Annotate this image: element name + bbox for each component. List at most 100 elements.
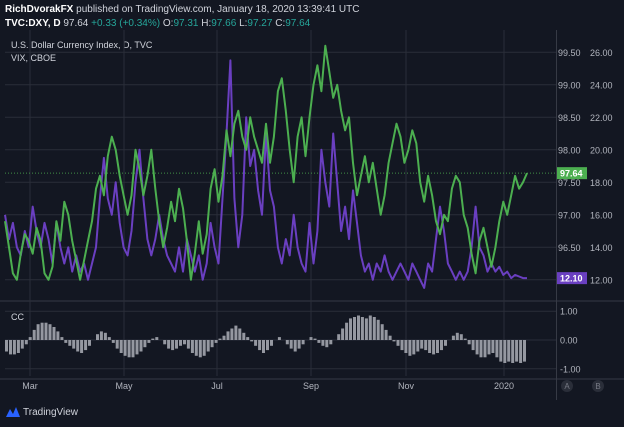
cc-bar bbox=[360, 317, 364, 340]
cc-bar bbox=[230, 328, 234, 340]
cc-bar bbox=[84, 340, 88, 351]
vix-series-line[interactable] bbox=[4, 59, 527, 289]
publish-text: published on TradingView.com, January 18… bbox=[76, 4, 360, 15]
cc-bar bbox=[135, 340, 139, 355]
cc-bar bbox=[151, 338, 155, 340]
footer-bar bbox=[0, 400, 624, 427]
time-axis-label: May bbox=[115, 381, 133, 391]
cc-bar bbox=[376, 319, 380, 340]
dxy-axis-tick-label: 97.50 bbox=[558, 178, 581, 188]
close-value: 97.64 bbox=[285, 18, 311, 29]
cc-bar bbox=[459, 334, 463, 340]
vix-series-label[interactable]: VIX, CBOE bbox=[11, 53, 57, 63]
cc-bar bbox=[436, 340, 439, 353]
last-value-tags: 97.64 12.10 bbox=[557, 167, 587, 285]
cc-bar bbox=[313, 338, 317, 340]
cc-bar bbox=[368, 315, 372, 340]
cc-bar bbox=[44, 322, 48, 340]
tradingview-brand[interactable]: TradingView bbox=[23, 407, 79, 418]
cc-bar bbox=[254, 340, 258, 346]
dxy-axis-tick-label: 99.50 bbox=[558, 48, 581, 58]
low-label: L: bbox=[239, 18, 248, 29]
cc-bar bbox=[143, 340, 147, 348]
dxy-axis-tick-label: 99.00 bbox=[558, 80, 581, 90]
cc-bar bbox=[317, 340, 321, 343]
cc-bar bbox=[139, 340, 143, 352]
scale-button-a[interactable] bbox=[561, 380, 573, 392]
cc-bar bbox=[345, 322, 349, 340]
cc-bar bbox=[523, 340, 526, 362]
scale-button-b[interactable] bbox=[592, 380, 604, 392]
cc-bar bbox=[507, 340, 511, 362]
tradingview-logo-icon bbox=[6, 407, 20, 417]
cc-bar bbox=[424, 340, 428, 351]
cc-bar bbox=[380, 324, 384, 340]
cc-bar bbox=[131, 340, 135, 358]
cc-bar bbox=[511, 340, 515, 363]
time-axis-label: Nov bbox=[398, 381, 415, 391]
low-value: 97.27 bbox=[247, 18, 273, 29]
chart-title[interactable]: U.S. Dollar Currency Index, D, TVC bbox=[11, 40, 153, 50]
cc-bar bbox=[440, 340, 443, 351]
cc-bar bbox=[301, 340, 305, 345]
cc-bar bbox=[238, 328, 242, 340]
cc-bar bbox=[416, 340, 420, 352]
cc-bar bbox=[171, 340, 175, 351]
vix-axis-tick-label: 24.00 bbox=[590, 80, 613, 90]
time-axis-label: Mar bbox=[22, 381, 38, 391]
cc-bar bbox=[384, 329, 388, 340]
author-name[interactable]: RichDvorakFX bbox=[5, 4, 74, 15]
cc-bar bbox=[206, 340, 210, 352]
cc-bar bbox=[321, 340, 325, 346]
cc-bar bbox=[52, 327, 56, 340]
cc-axis-tick-label: 0.00 bbox=[560, 336, 578, 346]
cc-bar bbox=[285, 340, 289, 345]
cc-bar bbox=[372, 317, 376, 340]
cc-bar bbox=[155, 337, 159, 340]
cc-bar bbox=[258, 340, 262, 351]
cc-bar bbox=[76, 340, 80, 352]
cc-bar bbox=[111, 340, 115, 343]
cc-bar bbox=[357, 315, 360, 340]
cc-bar bbox=[499, 340, 503, 362]
vix-axis-tick-label: 18.00 bbox=[590, 178, 613, 188]
cc-histogram bbox=[5, 315, 526, 363]
cc-bar bbox=[277, 337, 281, 340]
cc-bar bbox=[325, 340, 329, 348]
dxy-last-value-tag: 97.64 bbox=[560, 169, 583, 179]
vix-axis-tick-label: 16.00 bbox=[590, 210, 613, 220]
cc-bar bbox=[266, 340, 269, 351]
cc-bar bbox=[107, 337, 111, 340]
vix-axis-tick-label: 22.00 bbox=[590, 113, 613, 123]
cc-bar bbox=[503, 340, 507, 363]
scale-button-label: A bbox=[564, 382, 570, 391]
cc-indicator-label[interactable]: CC bbox=[11, 312, 24, 322]
cc-bar bbox=[337, 334, 341, 340]
vix-axis-tick-label: 26.00 bbox=[590, 48, 613, 58]
cc-bar bbox=[420, 340, 424, 349]
cc-bar bbox=[127, 340, 131, 358]
cc-bar bbox=[119, 340, 123, 353]
cc-bar bbox=[250, 340, 254, 342]
close-label: C: bbox=[275, 18, 286, 29]
cc-axis-tick-label: 1.00 bbox=[560, 307, 578, 317]
cc-bar bbox=[222, 335, 226, 340]
cc-bar bbox=[242, 332, 246, 340]
symbol-label[interactable]: TVC:DXY, D bbox=[5, 18, 61, 29]
cc-bar bbox=[297, 340, 301, 349]
cc-bar bbox=[491, 340, 495, 353]
dxy-series-line[interactable] bbox=[4, 44, 528, 281]
cc-bar bbox=[190, 340, 194, 353]
vix-axis-tick-label: 14.00 bbox=[590, 243, 613, 253]
dxy-last-value-tag-bg bbox=[557, 167, 587, 180]
cc-axis-tick-label: -1.00 bbox=[560, 364, 581, 374]
series-lines bbox=[4, 44, 528, 289]
cc-bar bbox=[32, 329, 36, 340]
cc-bar bbox=[147, 340, 151, 343]
dxy-axis-tick-label: 97.00 bbox=[558, 210, 581, 220]
cc-bar bbox=[455, 332, 459, 340]
cc-bar bbox=[198, 340, 202, 358]
